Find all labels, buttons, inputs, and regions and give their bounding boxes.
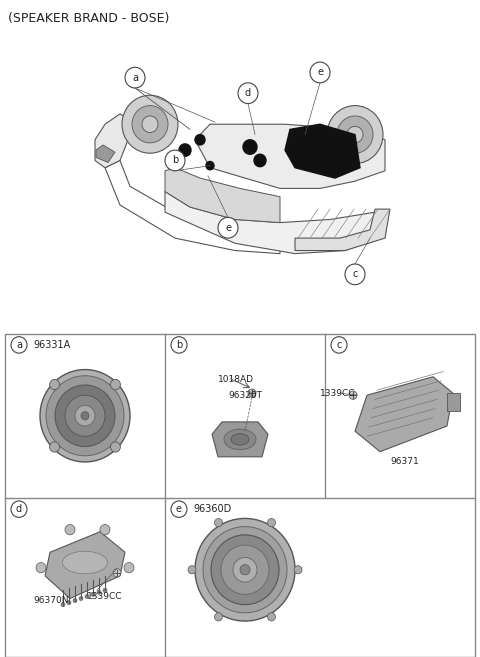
Polygon shape <box>195 124 385 189</box>
Circle shape <box>110 379 120 390</box>
Circle shape <box>79 597 83 600</box>
Text: e: e <box>176 504 182 514</box>
Circle shape <box>40 369 130 462</box>
Circle shape <box>100 524 110 535</box>
Circle shape <box>67 600 71 604</box>
Polygon shape <box>165 168 280 223</box>
Circle shape <box>171 501 187 518</box>
Circle shape <box>233 557 257 582</box>
Circle shape <box>203 527 287 613</box>
Circle shape <box>125 67 145 88</box>
Ellipse shape <box>231 434 249 445</box>
Circle shape <box>165 150 185 171</box>
Circle shape <box>103 588 107 593</box>
Text: a: a <box>132 73 138 83</box>
Polygon shape <box>95 114 130 168</box>
Text: b: b <box>176 340 182 350</box>
Circle shape <box>267 518 276 527</box>
Polygon shape <box>165 192 380 254</box>
Circle shape <box>211 535 279 604</box>
Text: 96371: 96371 <box>390 457 419 466</box>
Circle shape <box>238 83 258 104</box>
Text: 96370N: 96370N <box>33 596 69 605</box>
Polygon shape <box>295 209 390 250</box>
Circle shape <box>49 379 60 390</box>
Circle shape <box>73 599 77 602</box>
Circle shape <box>218 217 238 238</box>
Circle shape <box>215 518 223 527</box>
Circle shape <box>347 126 363 143</box>
Text: a: a <box>16 340 22 350</box>
Circle shape <box>215 613 223 621</box>
Circle shape <box>97 590 101 595</box>
Circle shape <box>91 593 95 597</box>
Circle shape <box>11 501 27 518</box>
Polygon shape <box>285 124 360 178</box>
Circle shape <box>171 337 187 353</box>
Circle shape <box>248 389 256 397</box>
Circle shape <box>46 376 124 456</box>
Text: e: e <box>317 68 323 78</box>
Circle shape <box>122 95 178 153</box>
Polygon shape <box>45 532 125 599</box>
Circle shape <box>85 595 89 599</box>
Text: 96331A: 96331A <box>33 340 70 350</box>
Circle shape <box>11 337 27 353</box>
Circle shape <box>240 564 250 575</box>
Circle shape <box>81 412 89 420</box>
Text: (SPEAKER BRAND - BOSE): (SPEAKER BRAND - BOSE) <box>8 12 169 26</box>
Circle shape <box>310 62 330 83</box>
Circle shape <box>331 337 347 353</box>
Circle shape <box>221 545 269 595</box>
Circle shape <box>345 264 365 284</box>
Text: d: d <box>245 88 251 98</box>
Text: 1339CC: 1339CC <box>320 389 356 397</box>
Polygon shape <box>447 393 460 411</box>
Circle shape <box>65 524 75 535</box>
Text: e: e <box>225 223 231 233</box>
Circle shape <box>188 566 196 574</box>
Polygon shape <box>355 376 453 452</box>
Text: b: b <box>172 156 178 166</box>
Circle shape <box>179 144 191 156</box>
Circle shape <box>55 385 115 447</box>
Circle shape <box>195 135 205 145</box>
Circle shape <box>267 613 276 621</box>
Text: 1339CC: 1339CC <box>87 592 122 601</box>
Circle shape <box>243 140 257 154</box>
Circle shape <box>294 566 302 574</box>
Circle shape <box>206 162 214 170</box>
Circle shape <box>36 562 46 573</box>
Circle shape <box>132 106 168 143</box>
Text: d: d <box>16 504 22 514</box>
Text: 96320T: 96320T <box>228 391 262 399</box>
Text: c: c <box>352 269 358 279</box>
Circle shape <box>349 391 357 399</box>
Ellipse shape <box>62 551 108 574</box>
Text: 96360D: 96360D <box>193 504 231 514</box>
Circle shape <box>293 135 307 150</box>
Circle shape <box>142 116 158 133</box>
Circle shape <box>110 442 120 452</box>
Circle shape <box>113 569 121 577</box>
Ellipse shape <box>224 429 256 449</box>
Polygon shape <box>96 145 115 162</box>
Text: 1018AD: 1018AD <box>218 375 254 384</box>
Text: c: c <box>336 340 342 350</box>
Circle shape <box>75 405 95 426</box>
Circle shape <box>65 396 105 436</box>
Circle shape <box>327 106 383 164</box>
Circle shape <box>124 562 134 573</box>
Circle shape <box>61 602 65 606</box>
Circle shape <box>254 154 266 167</box>
Circle shape <box>49 442 60 452</box>
Circle shape <box>337 116 373 153</box>
Circle shape <box>195 518 295 621</box>
Polygon shape <box>212 422 268 457</box>
